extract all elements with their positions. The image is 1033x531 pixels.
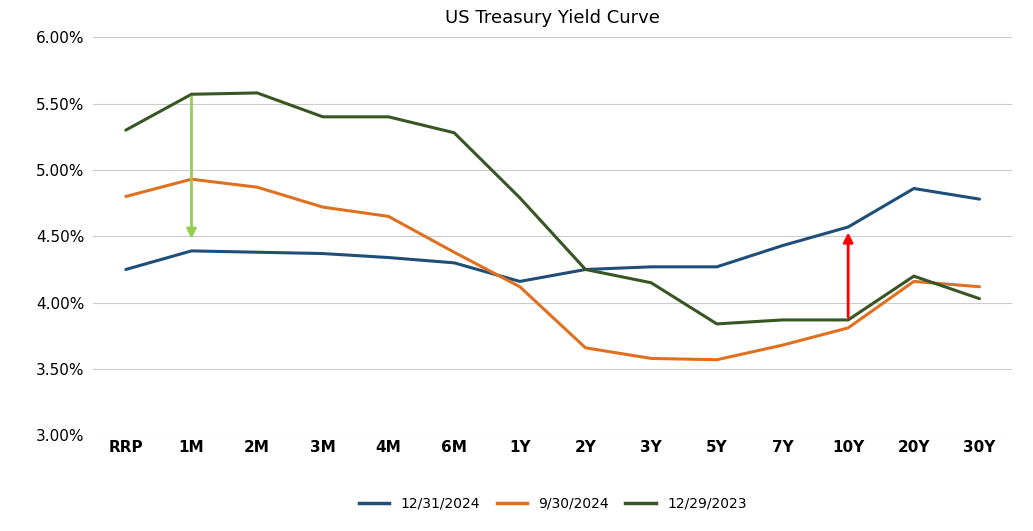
- 12/31/2024: [908, 185, 920, 192]
- 9/30/2024: [580, 345, 592, 351]
- 12/31/2024: [120, 266, 132, 273]
- 12/29/2023: [316, 114, 328, 120]
- 12/29/2023: [448, 130, 461, 136]
- 9/30/2024: [382, 213, 395, 219]
- 12/29/2023: [645, 279, 657, 286]
- 12/29/2023: [711, 321, 723, 327]
- 12/29/2023: [382, 114, 395, 120]
- 12/31/2024: [251, 249, 263, 255]
- 12/31/2024: [973, 196, 985, 202]
- 12/31/2024: [382, 254, 395, 261]
- 9/30/2024: [120, 193, 132, 200]
- 12/31/2024: [580, 266, 592, 273]
- 12/31/2024: [777, 242, 789, 249]
- 12/31/2024: [645, 264, 657, 270]
- Line: 12/31/2024: 12/31/2024: [126, 189, 979, 281]
- 12/31/2024: [842, 224, 854, 230]
- 9/30/2024: [645, 355, 657, 362]
- 9/30/2024: [513, 284, 526, 290]
- Legend: 12/31/2024, 9/30/2024, 12/29/2023: 12/31/2024, 9/30/2024, 12/29/2023: [353, 491, 752, 516]
- 9/30/2024: [711, 357, 723, 363]
- 12/29/2023: [251, 90, 263, 96]
- 9/30/2024: [973, 284, 985, 290]
- 12/29/2023: [580, 266, 592, 273]
- 12/29/2023: [973, 295, 985, 302]
- 9/30/2024: [448, 249, 461, 255]
- 9/30/2024: [251, 184, 263, 190]
- 12/31/2024: [185, 248, 197, 254]
- 12/31/2024: [711, 264, 723, 270]
- Line: 9/30/2024: 9/30/2024: [126, 179, 979, 360]
- 12/29/2023: [842, 316, 854, 323]
- 12/31/2024: [448, 260, 461, 266]
- 12/31/2024: [513, 278, 526, 285]
- 9/30/2024: [908, 278, 920, 285]
- 9/30/2024: [185, 176, 197, 183]
- 9/30/2024: [842, 324, 854, 331]
- Line: 12/29/2023: 12/29/2023: [126, 93, 979, 324]
- 12/29/2023: [777, 316, 789, 323]
- 9/30/2024: [777, 342, 789, 348]
- 12/29/2023: [908, 273, 920, 279]
- Title: US Treasury Yield Curve: US Treasury Yield Curve: [445, 9, 660, 27]
- 9/30/2024: [316, 204, 328, 210]
- 12/29/2023: [513, 194, 526, 201]
- 12/29/2023: [185, 91, 197, 97]
- 12/29/2023: [120, 127, 132, 133]
- 12/31/2024: [316, 250, 328, 256]
